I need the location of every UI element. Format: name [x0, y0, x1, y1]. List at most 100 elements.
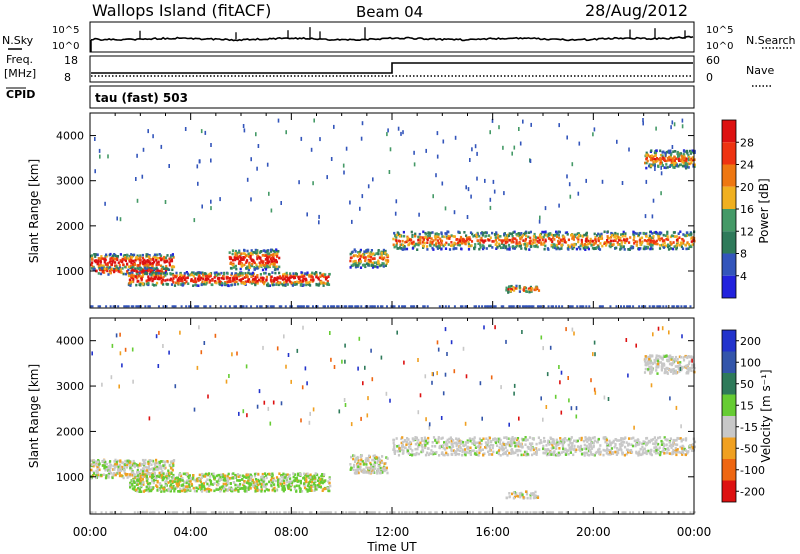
- echo-point: [160, 268, 163, 271]
- echo-point: [357, 459, 360, 462]
- echo-point: [492, 179, 495, 184]
- echo-point: [381, 455, 384, 458]
- echo-point: [502, 145, 504, 150]
- echo-point: [304, 278, 308, 281]
- echo-point: [495, 451, 499, 454]
- echo-point: [156, 261, 159, 265]
- echo-point: [690, 444, 693, 447]
- echo-point: [178, 279, 181, 283]
- echo-point: [116, 216, 118, 221]
- echo-point: [249, 473, 252, 477]
- echo-point: [673, 450, 677, 454]
- echo-point: [105, 511, 108, 514]
- echo-point: [188, 305, 191, 308]
- echo-point: [145, 282, 148, 286]
- echo-point: [664, 234, 667, 237]
- echo-point: [274, 258, 278, 262]
- echo-point: [305, 283, 308, 287]
- echo-point: [362, 468, 365, 472]
- echo-point: [478, 511, 481, 514]
- echo-point: [262, 477, 265, 481]
- echo-point: [552, 236, 555, 239]
- echo-point: [411, 511, 414, 514]
- echo-point: [584, 248, 587, 251]
- echo-point: [448, 445, 451, 449]
- echo-point: [397, 453, 401, 457]
- echo-point: [440, 241, 443, 244]
- echo-point: [187, 476, 190, 480]
- echo-point: [587, 242, 590, 246]
- echo-point: [324, 282, 327, 285]
- echo-point: [349, 259, 352, 263]
- echo-point: [664, 159, 667, 162]
- echo-point: [657, 452, 660, 455]
- noise-sky-trace: [90, 35, 694, 42]
- echo-point: [389, 147, 392, 152]
- echo-point: [158, 475, 161, 478]
- echo-point: [473, 247, 476, 251]
- echo-point: [209, 305, 212, 308]
- echo-point: [174, 281, 177, 285]
- echo-point: [154, 255, 157, 259]
- echo-point: [158, 471, 161, 475]
- echo-point: [144, 462, 147, 465]
- echo-point: [218, 479, 221, 482]
- echo-point: [238, 479, 241, 482]
- echo-point: [131, 463, 134, 467]
- echo-point: [533, 452, 536, 455]
- echo-point: [685, 247, 688, 251]
- echo-point: [274, 271, 277, 275]
- echo-point: [116, 464, 119, 468]
- echo-point: [669, 164, 672, 167]
- echo-point: [306, 484, 309, 488]
- echo-point: [454, 441, 457, 445]
- echo-point: [145, 472, 148, 476]
- echo-point: [218, 473, 221, 477]
- echo-point: [632, 238, 635, 242]
- echo-point: [454, 453, 457, 457]
- echo-point: [624, 239, 627, 242]
- echo-point: [556, 231, 559, 235]
- echo-point: [682, 157, 686, 160]
- echo-point: [139, 482, 142, 485]
- echo-point: [247, 268, 250, 272]
- echo-point: [316, 511, 319, 514]
- echo-point: [367, 184, 370, 189]
- echo-point: [234, 249, 237, 253]
- echo-point: [689, 511, 692, 514]
- echo-point: [238, 262, 241, 265]
- echo-point: [570, 305, 573, 308]
- echo-point: [141, 511, 144, 514]
- echo-point: [295, 511, 298, 514]
- echo-point: [679, 445, 682, 449]
- echo-point: [103, 460, 106, 464]
- echo-point: [446, 453, 449, 456]
- echo-point: [410, 230, 413, 234]
- echo-point: [290, 483, 293, 486]
- echo-point: [226, 489, 229, 492]
- echo-point: [629, 236, 632, 239]
- echo-point: [658, 446, 661, 449]
- echo-point: [533, 244, 536, 248]
- echo-point: [575, 448, 578, 452]
- echo-point: [508, 248, 511, 251]
- echo-point: [690, 161, 693, 165]
- echo-point: [249, 482, 252, 485]
- echo-point: [446, 443, 449, 446]
- echo-point: [547, 232, 550, 236]
- echo-point: [541, 238, 544, 241]
- echo-point: [466, 441, 469, 444]
- echo-point: [164, 274, 167, 277]
- echo-point: [313, 272, 316, 276]
- echo-point: [278, 305, 281, 308]
- echo-point: [304, 272, 307, 275]
- echo-point: [506, 247, 509, 251]
- echo-point: [617, 451, 620, 455]
- echo-point: [502, 246, 505, 249]
- echo-point: [305, 487, 308, 491]
- echo-point: [345, 511, 348, 514]
- echo-point: [660, 237, 664, 240]
- echo-point: [526, 438, 529, 442]
- echo-point: [651, 232, 654, 235]
- echo-point: [145, 466, 149, 469]
